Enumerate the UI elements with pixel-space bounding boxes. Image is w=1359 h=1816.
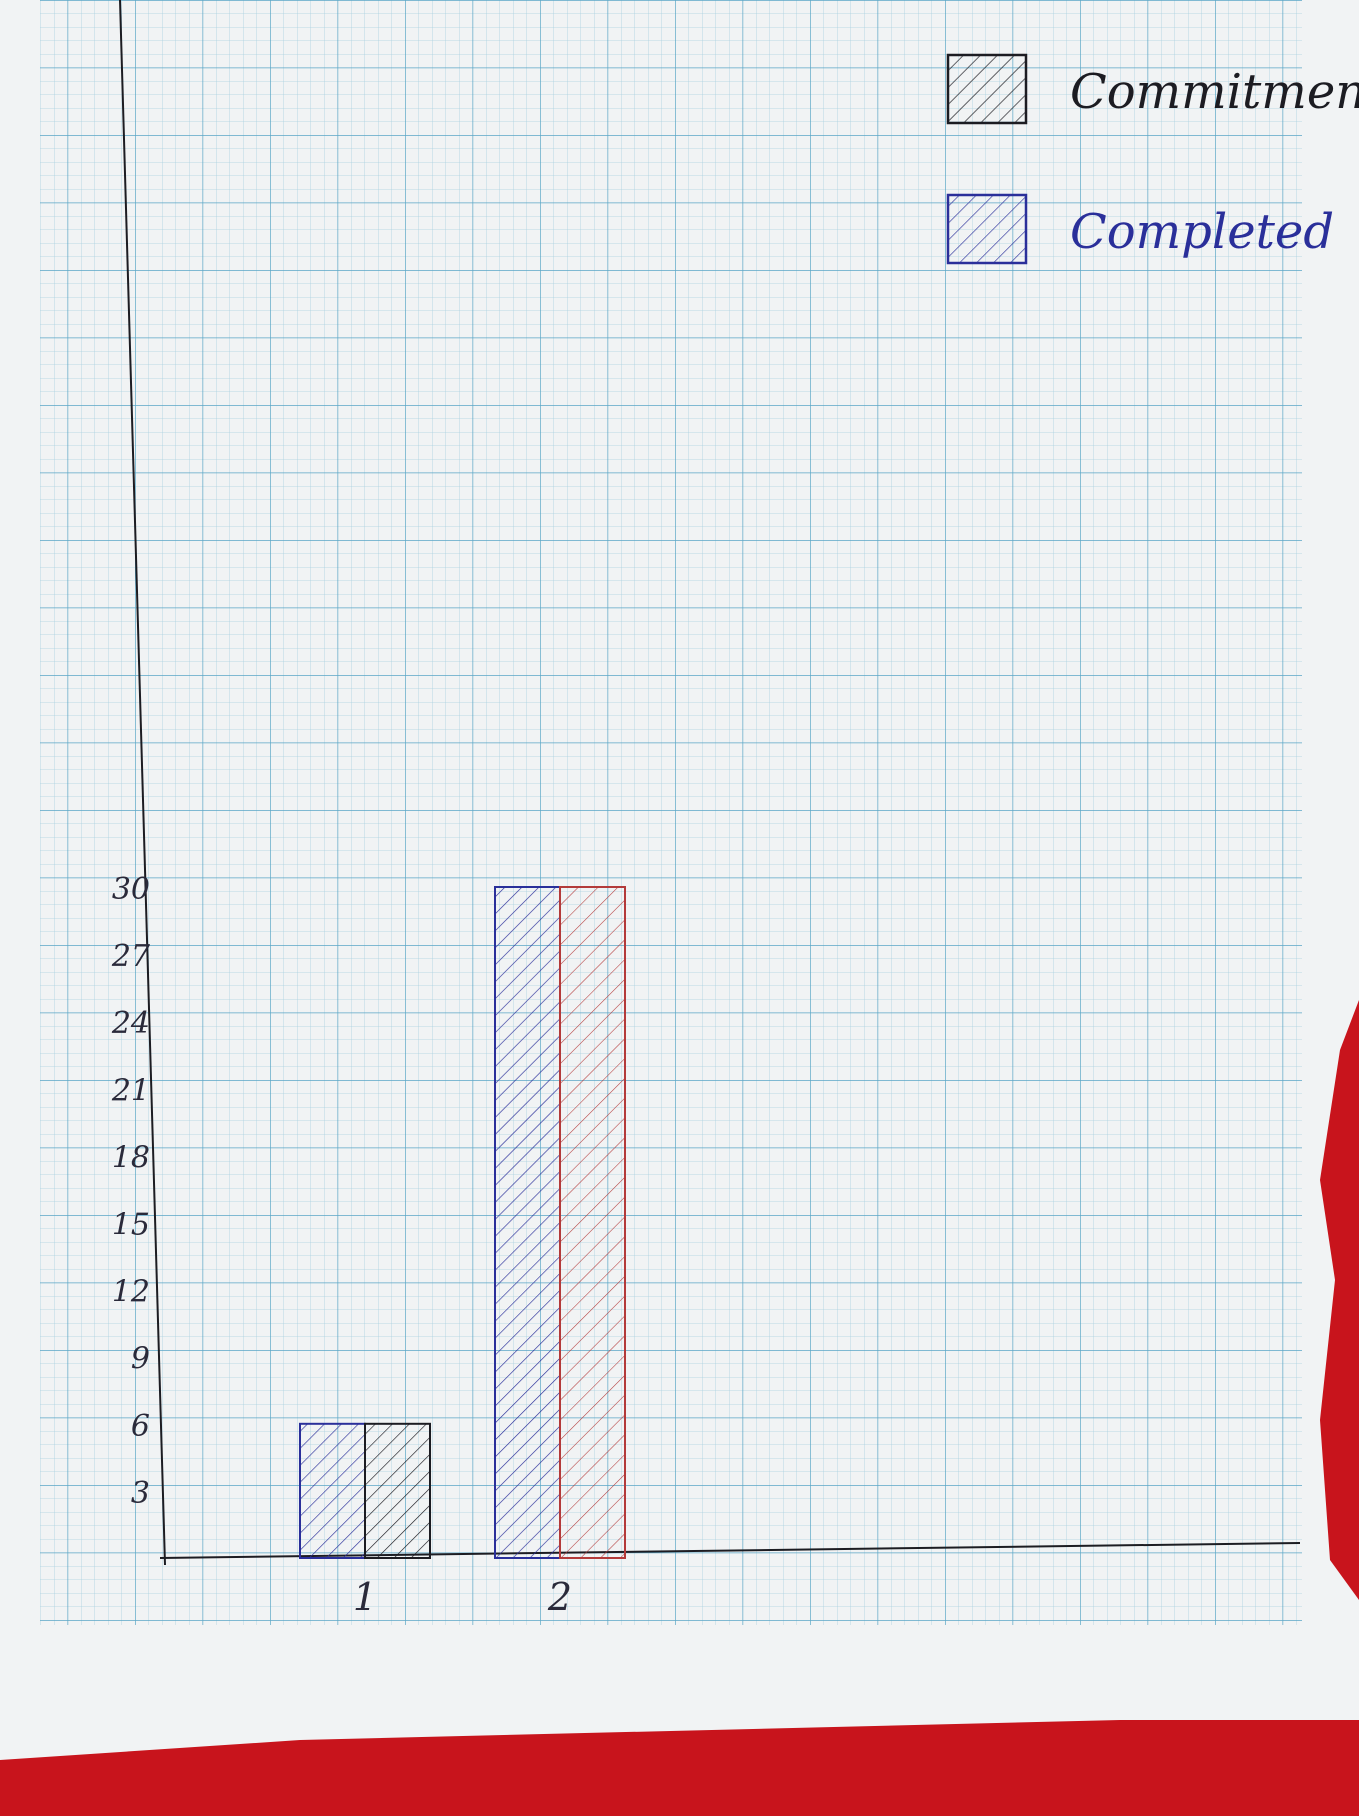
bar-completed-1 bbox=[364, 1422, 431, 1560]
bars bbox=[299, 886, 626, 1560]
y-tick-label: 30 bbox=[112, 872, 150, 907]
y-tick-label: 15 bbox=[112, 1208, 150, 1243]
legend: Commitment Completed bbox=[946, 53, 1359, 265]
y-tick-label: 24 bbox=[111, 1006, 150, 1041]
bar-commitment-2 bbox=[494, 886, 561, 1559]
x-tick-label: 1 bbox=[353, 1575, 377, 1619]
y-tick-labels: 3 6 9 12 15 18 21 24 27 30 bbox=[111, 872, 151, 1511]
legend-label-commitment: Commitment bbox=[1070, 64, 1359, 120]
y-tick-label: 21 bbox=[111, 1073, 150, 1108]
y-tick-label: 6 bbox=[131, 1409, 150, 1444]
y-axis-line bbox=[119, 0, 166, 1566]
y-tick-label: 18 bbox=[112, 1140, 150, 1175]
graph-paper-grid bbox=[40, 0, 1302, 1625]
y-tick-label: 27 bbox=[111, 939, 151, 974]
y-tick-label: 9 bbox=[131, 1342, 150, 1377]
y-tick-label: 3 bbox=[131, 1476, 150, 1511]
legend-label-completed: Completed bbox=[1070, 204, 1334, 260]
legend-swatch-completed bbox=[946, 193, 1028, 265]
y-tick-label: 12 bbox=[112, 1275, 150, 1310]
x-tick-label: 2 bbox=[547, 1575, 572, 1619]
bar-commitment-1 bbox=[299, 1422, 366, 1560]
bar-completed-2 bbox=[559, 886, 626, 1559]
legend-swatch-commitment bbox=[946, 53, 1028, 125]
